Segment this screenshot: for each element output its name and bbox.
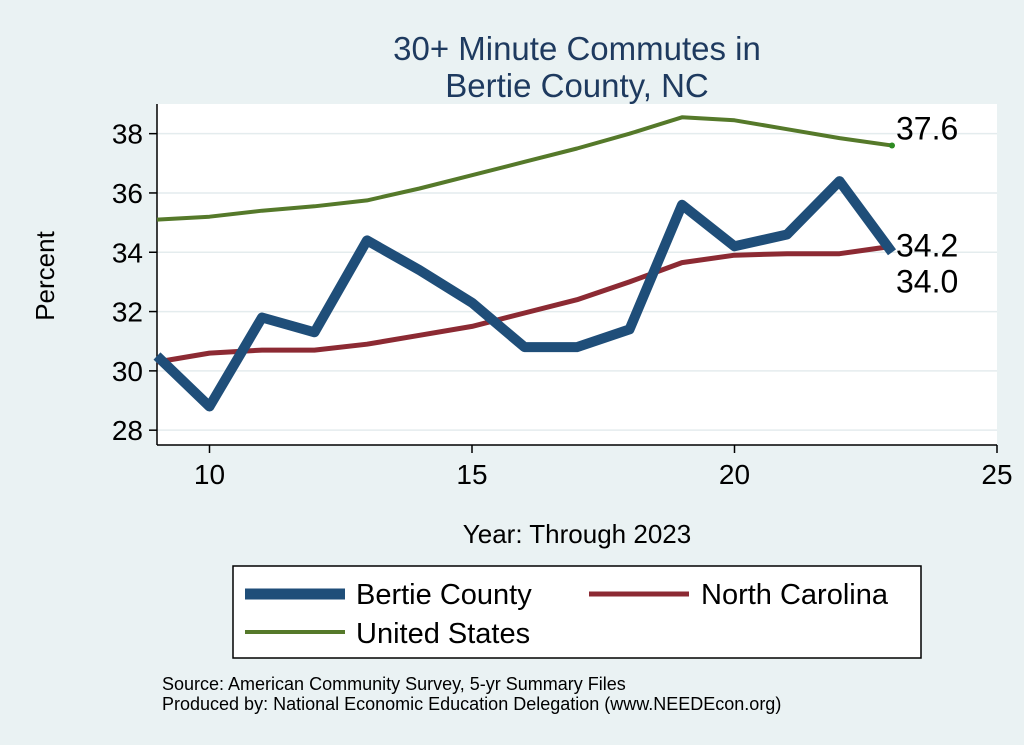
y-tick-label-34: 34: [112, 237, 143, 268]
y-tick-label-38: 38: [112, 119, 143, 150]
y-tick-label-36: 36: [112, 178, 143, 209]
x-tick-label-15: 15: [456, 459, 487, 490]
end-label-united-states: 37.6: [896, 111, 958, 147]
x-tick-label-25: 25: [981, 459, 1012, 490]
source-note: Source: American Community Survey, 5-yr …: [162, 674, 626, 694]
end-labels: 37.6 34.234.0: [889, 111, 958, 299]
legend-label-bertie-county: Bertie County: [356, 579, 532, 611]
legend-label-united-states: United States: [356, 618, 530, 650]
legend-box: [232, 565, 922, 659]
y-tick-label-30: 30: [112, 356, 143, 387]
legend-label-north-carolina: North Carolina: [701, 579, 889, 611]
x-tick-label-20: 20: [719, 459, 750, 490]
x-axis-title: Year: Through 2023: [463, 519, 691, 549]
end-label-north-carolina: 34.2: [896, 227, 958, 263]
end-label-bertie-county: 34.0: [896, 263, 958, 299]
chart-title-line-1: 30+ Minute Commutes in: [393, 30, 761, 67]
producer-note: Produced by: National Economic Education…: [162, 694, 781, 714]
legend: Bertie County North Carolina United Stat…: [232, 565, 922, 659]
plot-area: [157, 104, 997, 445]
series-layer: [153, 115, 897, 412]
chart-title-line-2: Bertie County, NC: [445, 67, 708, 104]
y-axis-title: Percent: [30, 230, 60, 320]
y-tick-label-32: 32: [112, 297, 143, 328]
gridlines: [157, 132, 997, 431]
axes: 28 30 32 34 36 38 10 15 20 25: [112, 104, 1013, 490]
y-tick-label-28: 28: [112, 415, 143, 446]
end-marker-united-states: [889, 142, 895, 149]
x-tick-label-10: 10: [194, 459, 225, 490]
